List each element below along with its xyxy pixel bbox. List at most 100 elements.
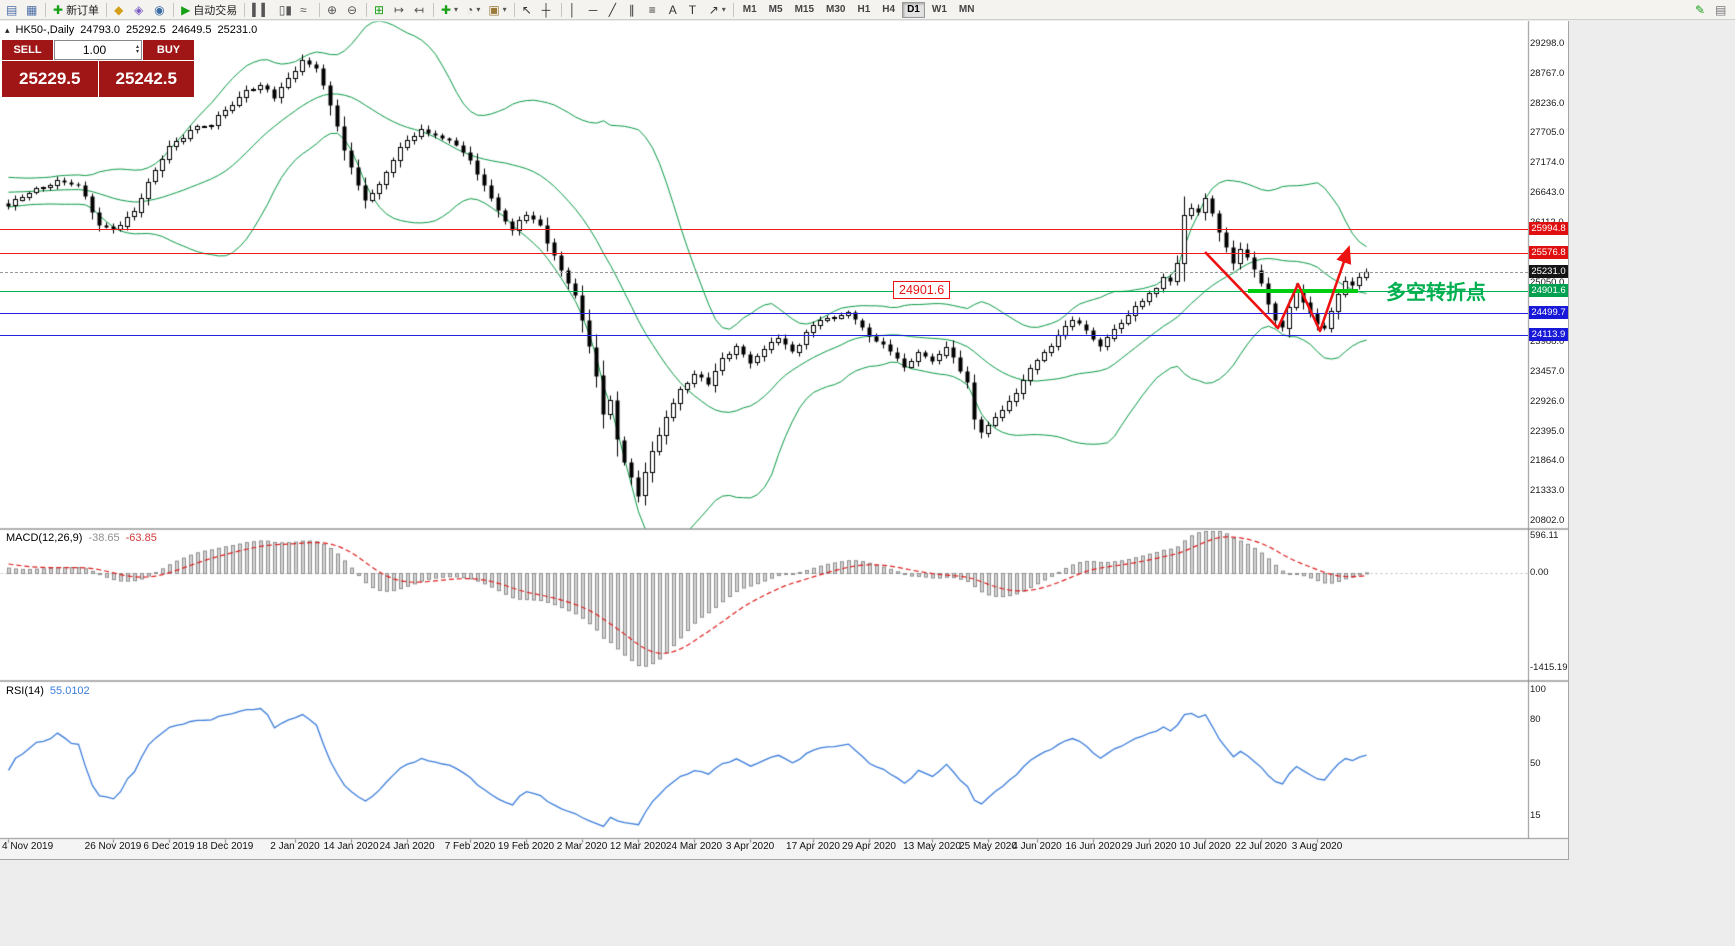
toolbar-separator bbox=[560, 2, 562, 17]
new-chart-icon: ▤ bbox=[6, 2, 18, 17]
volume-spinner[interactable]: ▴ ▾ bbox=[134, 44, 141, 55]
timeframe-h4-button[interactable]: H4 bbox=[877, 2, 900, 18]
new-chart-button[interactable]: ▤ bbox=[2, 1, 22, 19]
toolbar-right-group: ✎ ▤ bbox=[1691, 0, 1731, 19]
chart-high-value: 25292.5 bbox=[125, 24, 166, 36]
vertical-line-button[interactable]: │ bbox=[565, 1, 585, 19]
history-center-button[interactable]: ◉ bbox=[150, 1, 170, 19]
toolbar-separator bbox=[173, 2, 175, 17]
templates-icon: ▣ bbox=[488, 2, 500, 17]
timeframe-m15-button[interactable]: M15 bbox=[790, 2, 819, 18]
cursor-button[interactable]: ↖ bbox=[518, 1, 538, 19]
candlestick-chart-button[interactable]: ▯▮ bbox=[275, 1, 296, 19]
line-chart-button[interactable]: ≈ bbox=[296, 1, 316, 19]
shapes-dropdown[interactable]: ↗ ▾ bbox=[705, 1, 730, 19]
timeframe-m30-button[interactable]: M30 bbox=[821, 2, 850, 18]
trendline-button[interactable]: ╱ bbox=[605, 1, 625, 19]
add-indicator-dropdown[interactable]: ✚ ▾ bbox=[437, 1, 462, 19]
shapes-icon: ↗ bbox=[708, 2, 719, 17]
timeframe-h1-button[interactable]: H1 bbox=[852, 2, 875, 18]
toolbar-main-group: ▤ ▦ ✚ 新订单 ◆ ◈ ◉ ▶ 自动交易 ▍▍ ▯▮ ≈ ⊕ ⊖ ⊞ ↦ ↤ ✚ ▾ ◔ ▾ ▣ ▾ ↖ ┼ │ ─ ╱ ∥ ≡ A T ↗… bbox=[2, 0, 980, 19]
zoom-out-button[interactable]: ⊖ bbox=[343, 1, 363, 19]
channel-icon: ∥ bbox=[628, 2, 635, 17]
autotrading-button-label: 自动交易 bbox=[193, 4, 238, 17]
macd-signal-value: -63.85 bbox=[125, 532, 157, 544]
layout-button[interactable]: ▤ bbox=[1711, 1, 1731, 19]
label-icon: T bbox=[688, 2, 697, 17]
timeframe-m5-button[interactable]: M5 bbox=[764, 2, 788, 18]
autotrading-button[interactable]: ▶ 自动交易 bbox=[177, 1, 241, 19]
new-order-button[interactable]: ✚ 新订单 bbox=[49, 1, 103, 19]
zoom-in-icon: ⊕ bbox=[326, 2, 338, 17]
layout-icon: ▤ bbox=[1715, 2, 1727, 17]
chart-title-row: ▴ HK50-,Daily 24793.0 25292.5 24649.5 25… bbox=[5, 24, 257, 36]
chart-shift-button[interactable]: ↤ bbox=[410, 1, 430, 19]
new-order-button-label: 新订单 bbox=[66, 4, 100, 17]
periods-icon: ◔ bbox=[466, 2, 474, 17]
chart-canvas[interactable] bbox=[0, 21, 1568, 859]
scripts-icon: ◈ bbox=[134, 2, 144, 17]
chart-low-value: 24649.5 bbox=[171, 24, 212, 36]
zoom-out-icon: ⊖ bbox=[346, 2, 358, 17]
edit-button[interactable]: ✎ bbox=[1691, 1, 1711, 19]
add-indicator-icon: ✚ bbox=[440, 2, 452, 17]
ask-price[interactable]: 25242.5 bbox=[98, 61, 194, 97]
expert-advisors-button[interactable]: ◆ bbox=[110, 1, 130, 19]
timeframe-w1-button[interactable]: W1 bbox=[927, 2, 952, 18]
toolbar-separator bbox=[365, 2, 367, 17]
edit-icon: ✎ bbox=[1695, 2, 1706, 17]
bid-price[interactable]: 25229.5 bbox=[2, 61, 98, 97]
line-chart-icon: ≈ bbox=[299, 2, 307, 17]
text-button[interactable]: A bbox=[665, 1, 685, 19]
toolbar-separator bbox=[45, 2, 46, 17]
templates-dropdown[interactable]: ▣ ▾ bbox=[484, 1, 510, 19]
macd-title-row: MACD(12,26,9) -38.65 -63.85 bbox=[6, 532, 157, 544]
toolbar-separator bbox=[432, 2, 434, 17]
macd-label: MACD(12,26,9) bbox=[6, 532, 83, 544]
caret-down-icon: ▾ bbox=[502, 5, 507, 14]
trendline-icon: ╱ bbox=[608, 2, 616, 17]
crosshair-button[interactable]: ┼ bbox=[538, 1, 558, 19]
timeframe-d1-button[interactable]: D1 bbox=[902, 1, 925, 18]
indicators-button[interactable]: ⊞ bbox=[370, 1, 390, 19]
macd-main-value: -38.65 bbox=[88, 532, 120, 544]
timeframe-m1-button[interactable]: M1 bbox=[738, 2, 762, 18]
text-icon: A bbox=[668, 2, 677, 17]
fibonacci-button[interactable]: ≡ bbox=[645, 1, 665, 19]
horizontal-line-button[interactable]: ─ bbox=[585, 1, 605, 19]
chart-title-symbol: HK50-,Daily bbox=[15, 24, 75, 36]
volume-field: ▴ ▾ bbox=[54, 40, 142, 60]
sell-button[interactable]: SELL bbox=[2, 40, 53, 60]
zoom-in-button[interactable]: ⊕ bbox=[323, 1, 343, 19]
periods-dropdown[interactable]: ◔ ▾ bbox=[462, 1, 484, 19]
label-button[interactable]: T bbox=[685, 1, 705, 19]
auto-scroll-button[interactable]: ↦ bbox=[390, 1, 410, 19]
rsi-title-row: RSI(14) 55.0102 bbox=[6, 685, 90, 697]
vertical-line-icon: │ bbox=[568, 2, 577, 17]
price-level-tag[interactable]: 24901.6 bbox=[893, 281, 951, 299]
volume-up-icon[interactable]: ▴ bbox=[135, 44, 139, 50]
buy-button[interactable]: BUY bbox=[143, 40, 194, 60]
volume-down-icon[interactable]: ▾ bbox=[135, 49, 139, 55]
volume-input[interactable] bbox=[55, 42, 134, 58]
bar-chart-button[interactable]: ▍▍ bbox=[248, 1, 274, 19]
candlestick-chart-icon: ▯▮ bbox=[278, 2, 292, 17]
toolbar-separator bbox=[318, 2, 320, 17]
auto-scroll-icon: ↦ bbox=[393, 2, 405, 17]
one-click-collapse-icon[interactable]: ▴ bbox=[5, 24, 10, 35]
rsi-label: RSI(14) bbox=[6, 685, 44, 697]
toolbar-separator bbox=[244, 2, 246, 17]
toolbar: ▤ ▦ ✚ 新订单 ◆ ◈ ◉ ▶ 自动交易 ▍▍ ▯▮ ≈ ⊕ ⊖ ⊞ ↦ ↤ ✚ ▾ ◔ ▾ ▣ ▾ ↖ ┼ │ ─ ╱ ∥ ≡ A T ↗… bbox=[0, 0, 1735, 20]
scripts-button[interactable]: ◈ bbox=[130, 1, 150, 19]
profiles-button[interactable]: ▦ bbox=[22, 1, 42, 19]
channel-button[interactable]: ∥ bbox=[625, 1, 645, 19]
turning-point-note[interactable]: 多空转折点 bbox=[1386, 282, 1486, 304]
caret-down-icon: ▾ bbox=[721, 5, 726, 14]
caret-down-icon: ▾ bbox=[454, 5, 459, 14]
new-order-icon: ✚ bbox=[53, 2, 64, 17]
chart-close-value: 25231.0 bbox=[217, 24, 258, 36]
timeframe-mn-button[interactable]: MN bbox=[954, 2, 980, 18]
cursor-icon: ↖ bbox=[521, 2, 532, 17]
rsi-value: 55.0102 bbox=[49, 685, 90, 697]
chart-shift-icon: ↤ bbox=[413, 2, 425, 17]
